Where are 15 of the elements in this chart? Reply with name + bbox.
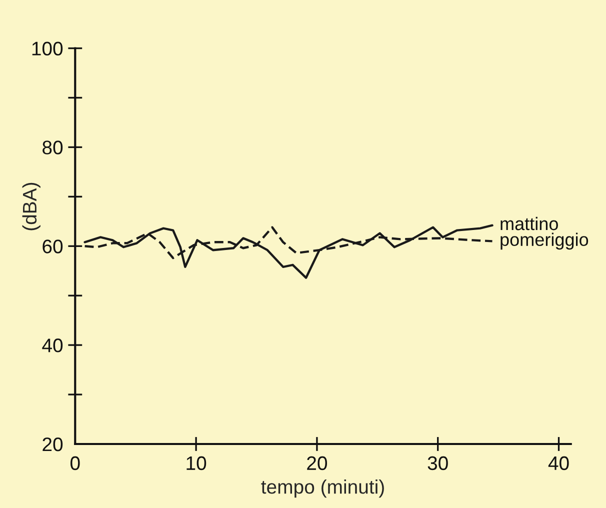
- y-tick-label: 60: [42, 240, 63, 254]
- x-tick-label: 30: [428, 456, 448, 470]
- y-tick-label: 20: [42, 437, 63, 452]
- x-tick-label: 20: [307, 456, 328, 470]
- y-axis-title: (dBA): [22, 182, 40, 230]
- x-tick-label: 10: [186, 456, 206, 470]
- x-tick-label: 0: [70, 456, 80, 470]
- line-series: [84, 224, 494, 279]
- y-tick-label: 100: [32, 42, 63, 56]
- y-tick-label: 80: [42, 140, 63, 154]
- y-tick-label: 40: [42, 338, 63, 352]
- x-tick-label: 40: [548, 456, 569, 470]
- x-axis-title: tempo (minuti): [261, 479, 384, 498]
- series-label: mattino: [500, 216, 558, 230]
- series-label: pomeriggio: [500, 232, 588, 250]
